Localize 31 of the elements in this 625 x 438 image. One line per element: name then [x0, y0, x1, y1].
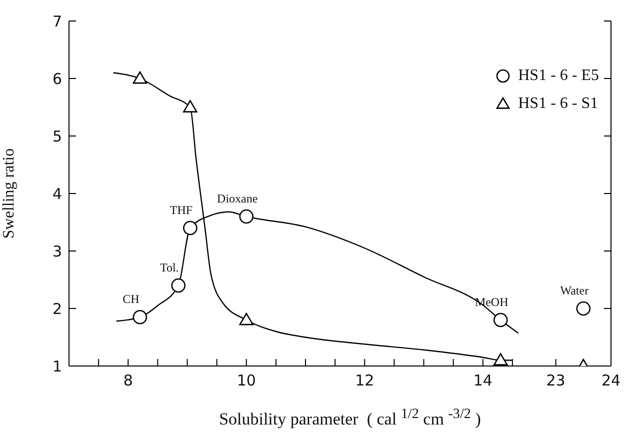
annotation: Water: [560, 284, 589, 298]
y-tick-label: 1: [52, 357, 62, 376]
x-tick-label: 14: [473, 372, 492, 390]
x-axis-title: Solubility parameter ( cal $^{1/2}$ cm $^{-3/2}$ ): [218, 406, 482, 430]
point: [239, 209, 254, 224]
annotation: Dioxane: [217, 192, 258, 206]
x-tick-label: 12: [355, 372, 374, 390]
annotation: THF: [170, 203, 193, 217]
point: [493, 353, 508, 366]
y-tick-label: 5: [52, 127, 62, 146]
x-tick-label: 23: [546, 372, 566, 390]
x-tick-label: 10: [236, 372, 256, 390]
point: [493, 312, 508, 328]
y-tick-label: 7: [52, 12, 62, 30]
y-tick-label: 2: [52, 300, 62, 318]
legend-label: HS1 - 6 - E5: [518, 67, 599, 85]
point: [239, 312, 254, 326]
annotation: CH: [122, 292, 140, 306]
x-tick-label: 8: [123, 372, 133, 390]
y-axis-title: Swelling ratio: [0, 148, 18, 239]
point: [171, 278, 186, 293]
y-tick-label: 6: [52, 70, 62, 88]
point: [183, 220, 198, 236]
point: [183, 100, 198, 112]
point: [132, 71, 148, 84]
legend-label: HS1 - 6 - S1: [518, 95, 598, 113]
x-tick-label: 24: [601, 372, 621, 390]
y-tick-label: 4: [52, 184, 62, 203]
point: [132, 310, 148, 324]
annotation: Tol.: [160, 260, 179, 274]
y-tick-label: 3: [52, 242, 62, 260]
